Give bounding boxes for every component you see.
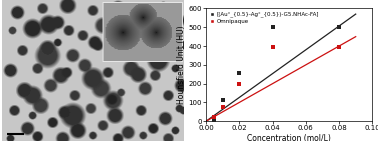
Point <box>270 26 276 28</box>
Point <box>270 46 276 48</box>
Y-axis label: Hounsfield Unit (HU): Hounsfield Unit (HU) <box>177 26 186 104</box>
Point <box>336 26 342 28</box>
Point <box>211 119 217 121</box>
X-axis label: Concentration (mol/L): Concentration (mol/L) <box>247 134 331 141</box>
Point <box>220 106 226 108</box>
Point <box>236 72 242 74</box>
Point <box>211 116 217 118</box>
Point <box>236 82 242 85</box>
Legend: [(Au°_{0.5}-Ag°_{0.5})-G5.NHAc-FA], Omnipaque: [(Au°_{0.5}-Ag°_{0.5})-G5.NHAc-FA], Omni… <box>209 11 320 24</box>
Point <box>336 46 342 48</box>
Point <box>220 99 226 101</box>
